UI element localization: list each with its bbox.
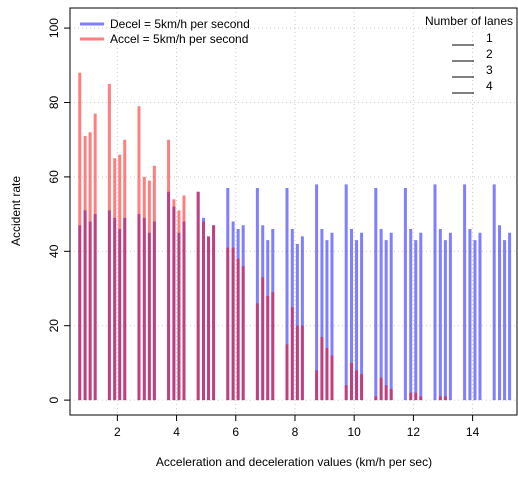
y-axis-label: Accident rate xyxy=(9,176,23,246)
x-tick-label: 4 xyxy=(173,425,180,439)
y-tick-label: 20 xyxy=(47,319,61,333)
lane-legend-title: Number of lanes xyxy=(425,14,513,28)
x-tick-label: 2 xyxy=(114,425,121,439)
x-tick-label: 10 xyxy=(348,425,362,439)
lane-legend-label: 2 xyxy=(486,47,493,61)
legend-label: Decel = 5km/h per second xyxy=(110,17,250,31)
x-tick-label: 12 xyxy=(407,425,421,439)
x-tick-label: 14 xyxy=(466,425,480,439)
lane-legend-label: 3 xyxy=(486,63,493,77)
y-tick-label: 60 xyxy=(47,170,61,184)
y-tick-label: 40 xyxy=(47,244,61,258)
plot-frame xyxy=(69,7,518,416)
lane-legend-label: 1 xyxy=(486,31,493,45)
x-tick-label: 6 xyxy=(232,425,239,439)
x-axis-label: Acceleration and deceleration values (km… xyxy=(156,455,432,469)
y-tick-label: 0 xyxy=(47,396,61,403)
y-tick-label: 100 xyxy=(47,18,61,38)
x-tick-label: 8 xyxy=(292,425,299,439)
lane-legend-label: 4 xyxy=(486,79,493,93)
y-tick-label: 80 xyxy=(47,96,61,110)
legend-label: Accel = 5km/h per second xyxy=(110,32,248,46)
